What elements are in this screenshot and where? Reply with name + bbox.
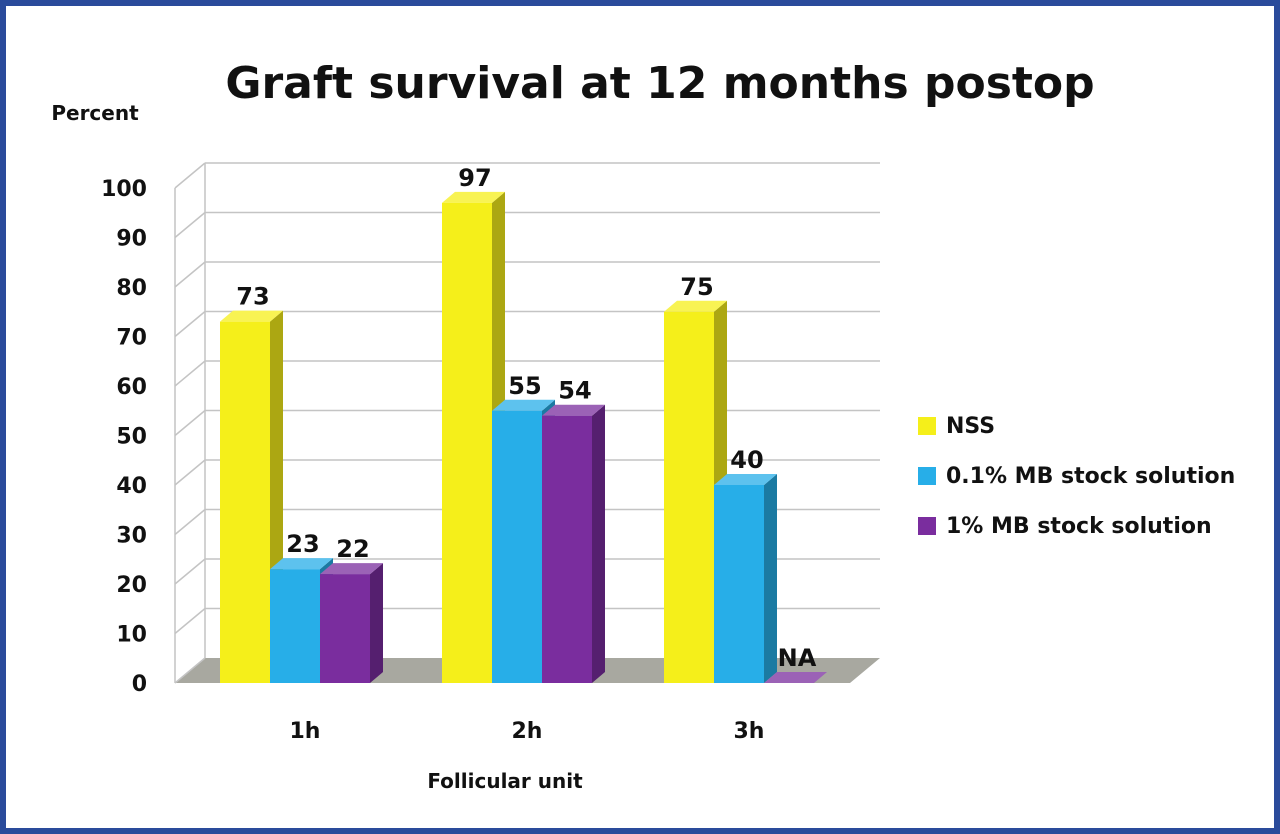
y-tick-label: 10 bbox=[116, 623, 147, 648]
gridline-depth bbox=[174, 162, 206, 189]
bar bbox=[664, 311, 714, 683]
y-tick-label: 80 bbox=[116, 276, 147, 301]
bar bbox=[542, 415, 592, 683]
gridline-depth bbox=[174, 657, 206, 684]
x-axis-title: Follicular unit bbox=[427, 769, 583, 793]
y-tick-label: 20 bbox=[116, 573, 147, 598]
legend-swatch bbox=[918, 417, 936, 435]
legend-label: NSS bbox=[946, 414, 995, 439]
gridline-depth bbox=[174, 607, 206, 635]
bar bbox=[320, 574, 370, 683]
gridline-depth bbox=[174, 211, 206, 239]
legend-swatch bbox=[918, 517, 936, 535]
y-tick-label: 40 bbox=[116, 474, 147, 499]
y-tick-label: 30 bbox=[116, 524, 147, 549]
data-label: 40 bbox=[730, 446, 763, 474]
gridline-depth bbox=[174, 508, 206, 536]
gridline-depth bbox=[174, 261, 206, 288]
bar-top bbox=[442, 191, 505, 203]
bar bbox=[492, 410, 542, 683]
data-label: 23 bbox=[286, 530, 319, 558]
bar-top bbox=[714, 474, 777, 485]
data-label: 97 bbox=[458, 164, 491, 192]
gridline-depth bbox=[174, 409, 206, 437]
y-axis-title: Percent bbox=[51, 101, 139, 125]
y-tick-label: 50 bbox=[116, 425, 147, 450]
y-tick-label: 70 bbox=[116, 326, 147, 351]
legend-label: 1% MB stock solution bbox=[946, 514, 1212, 539]
x-tick-label: 1h bbox=[290, 719, 321, 744]
chart-title: Graft survival at 12 months postop bbox=[225, 58, 1094, 109]
data-label: 73 bbox=[236, 283, 269, 311]
bar bbox=[220, 321, 270, 683]
bar bbox=[714, 485, 764, 683]
gridline-depth bbox=[174, 360, 206, 387]
data-label: 75 bbox=[680, 273, 713, 301]
bar-top bbox=[764, 672, 827, 683]
bar-top bbox=[664, 300, 727, 312]
bar-side bbox=[370, 563, 383, 683]
bar bbox=[442, 202, 492, 683]
data-label: 22 bbox=[336, 535, 369, 563]
y-tick-label: 60 bbox=[116, 375, 147, 400]
x-tick-label: 2h bbox=[512, 719, 543, 744]
bar-side bbox=[592, 404, 605, 683]
data-label: 54 bbox=[558, 377, 591, 405]
gridline-depth bbox=[174, 310, 206, 338]
x-tick-label: 3h bbox=[734, 719, 765, 744]
bar-side bbox=[764, 474, 777, 683]
legend-label: 0.1% MB stock solution bbox=[946, 464, 1235, 489]
legend-swatch bbox=[918, 467, 936, 485]
y-tick-label: 0 bbox=[132, 672, 147, 697]
gridline-depth bbox=[174, 558, 206, 585]
bar-top bbox=[320, 563, 383, 575]
data-label: 55 bbox=[508, 372, 541, 400]
y-tick-label: 90 bbox=[116, 227, 147, 252]
bar-top bbox=[220, 310, 283, 322]
bar-top bbox=[270, 558, 333, 570]
data-label: NA bbox=[778, 644, 817, 672]
y-tick-label: 100 bbox=[101, 177, 147, 202]
bar-top bbox=[542, 404, 605, 416]
bar bbox=[270, 569, 320, 683]
gridline-depth bbox=[174, 459, 206, 486]
bar-top bbox=[492, 399, 555, 411]
